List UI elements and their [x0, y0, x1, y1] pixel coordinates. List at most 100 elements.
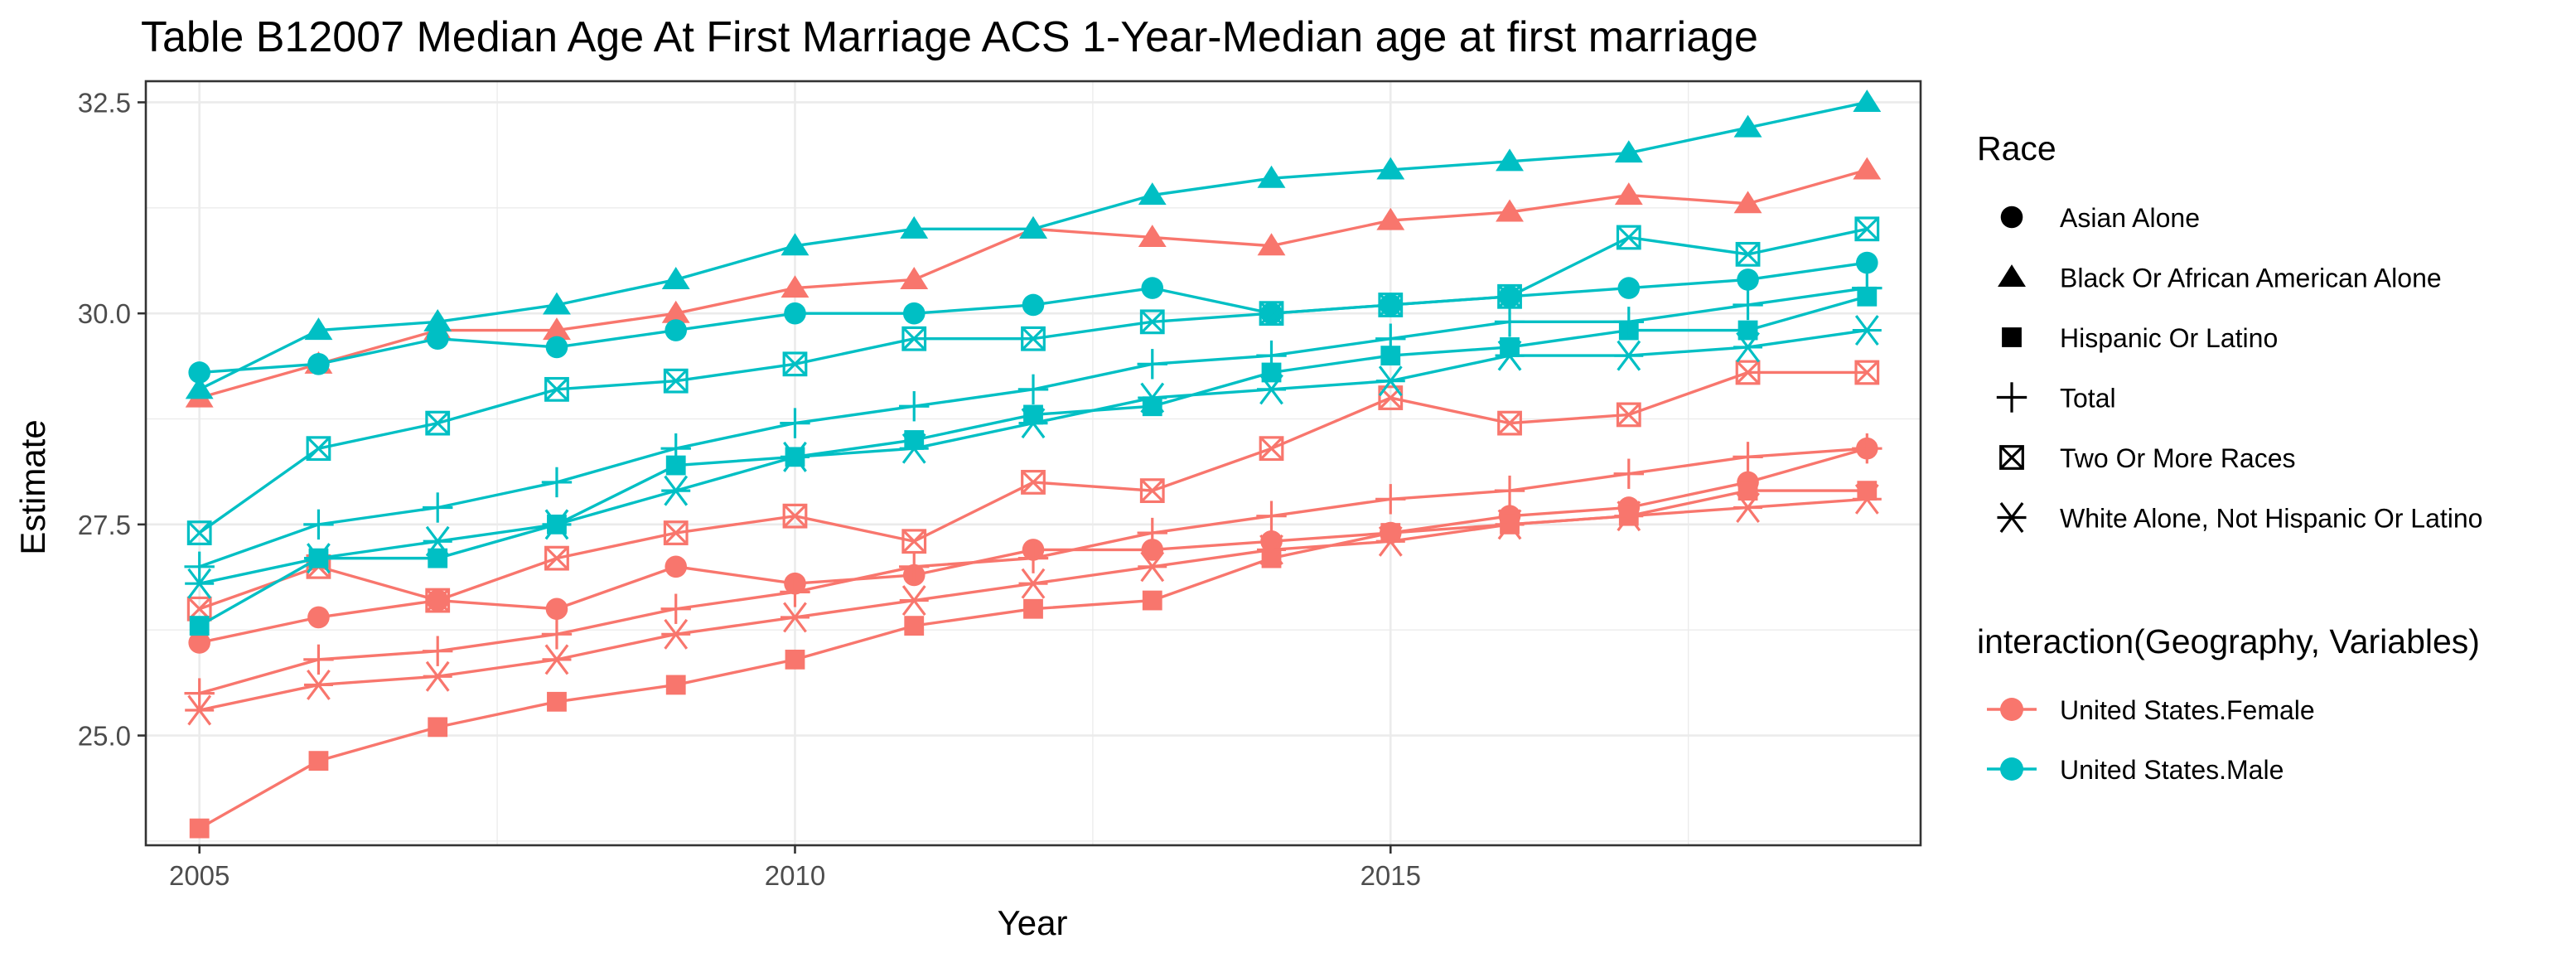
data-point: [785, 649, 805, 670]
data-point: [900, 267, 929, 289]
data-point: [1852, 433, 1882, 464]
data-point: [1139, 478, 1165, 504]
legend-key-asterisk: [1997, 502, 2027, 533]
data-point: [1259, 301, 1284, 327]
data-point: [1500, 337, 1520, 357]
data-point: [1259, 436, 1284, 462]
data-point: [780, 602, 810, 633]
data-point: [1375, 525, 1405, 557]
data-point: [1375, 323, 1406, 354]
legend-label: Total: [2060, 384, 2116, 414]
legend-key-plus: [1996, 382, 2027, 413]
data-point: [899, 433, 929, 464]
data-point: [1019, 215, 1047, 239]
data-point: [425, 588, 451, 613]
shape-legend-item: Total: [1996, 382, 2116, 414]
data-point: [1854, 216, 1880, 242]
data-point: [542, 644, 572, 675]
data-point: [1852, 483, 1882, 515]
data-point: [1138, 182, 1167, 206]
x-tick-label: 2010: [765, 860, 825, 891]
data-point: [904, 616, 925, 636]
data-point: [1017, 543, 1049, 573]
data-point: [1735, 360, 1761, 385]
legend-label: United States.Female: [2060, 695, 2315, 725]
data-point: [1735, 241, 1761, 267]
data-point: [1142, 396, 1162, 417]
data-point: [541, 619, 573, 650]
data-point: [185, 694, 215, 726]
data-point: [663, 368, 689, 394]
data-point: [902, 302, 926, 325]
data-point: [1616, 402, 1641, 428]
data-point: [1495, 509, 1525, 540]
data-point: [1494, 475, 1525, 506]
data-point: [660, 593, 691, 624]
data-point: [184, 678, 215, 709]
data-point: [899, 551, 930, 583]
data-point: [1495, 340, 1525, 371]
data-point: [1017, 374, 1049, 405]
data-point: [543, 317, 571, 341]
data-point: [1853, 89, 1882, 113]
data-point: [899, 391, 930, 422]
data-point: [544, 376, 569, 402]
legend-key-boxcross: [1999, 445, 2024, 470]
data-point: [1257, 374, 1287, 405]
data-point: [1616, 225, 1641, 250]
data-point: [901, 326, 927, 351]
y-tick-label: 27.5: [78, 510, 131, 540]
chart-title: Table B12007 Median Age At First Marriag…: [141, 13, 1758, 61]
data-point: [1141, 277, 1164, 299]
y-tick-label: 25.0: [78, 721, 131, 752]
data-point: [1142, 590, 1162, 611]
y-tick-label: 32.5: [78, 87, 131, 118]
data-point: [186, 520, 212, 545]
data-point: [784, 302, 806, 325]
data-point: [1853, 157, 1882, 180]
legend-key-circle: [2000, 206, 2023, 229]
data-point: [189, 616, 210, 636]
data-point: [1496, 148, 1524, 172]
series-united-states-male-black-or-african-american-alone: [185, 89, 1882, 399]
data-point: [1733, 289, 1763, 321]
data-point: [544, 545, 569, 571]
panel-border: [144, 80, 1922, 847]
data-point: [1737, 268, 1759, 291]
data-point: [661, 300, 690, 323]
data-point: [188, 361, 210, 384]
series-united-states-male-white-alone-not-hispanic-or-latino: [185, 315, 1882, 599]
legend-key-square: [2002, 327, 2022, 347]
data-point: [780, 441, 810, 472]
data-point: [307, 352, 330, 375]
legend-label: Black Or African American Alone: [2060, 264, 2442, 293]
series-united-states-male-two-or-more-races: [186, 216, 1880, 545]
data-point: [308, 751, 329, 772]
data-point: [899, 585, 929, 617]
data-point: [423, 308, 452, 331]
data-point: [1138, 382, 1167, 414]
data-point: [1261, 362, 1282, 383]
data-point: [423, 492, 453, 523]
data-point: [1613, 458, 1644, 489]
data-point: [1737, 481, 1758, 501]
data-point: [1497, 283, 1522, 309]
legend-label: Hispanic Or Latino: [2060, 323, 2278, 353]
data-point: [1733, 492, 1763, 523]
x-tick-label: 2015: [1360, 860, 1421, 891]
shape-legend-title: Race: [1977, 129, 2056, 167]
data-point: [1857, 481, 1878, 501]
data-point: [1138, 551, 1167, 583]
data-point: [184, 551, 215, 583]
data-point: [426, 327, 449, 351]
data-point: [304, 317, 333, 341]
data-point: [189, 818, 210, 839]
data-point: [1737, 320, 1758, 341]
series-united-states-female-total: [184, 433, 1882, 709]
data-point: [1733, 114, 1762, 138]
data-point: [904, 430, 925, 450]
legend: Race Asian Alone Black Or African American…: [1977, 129, 2482, 785]
data-point: [423, 660, 452, 692]
data-point: [428, 717, 448, 738]
